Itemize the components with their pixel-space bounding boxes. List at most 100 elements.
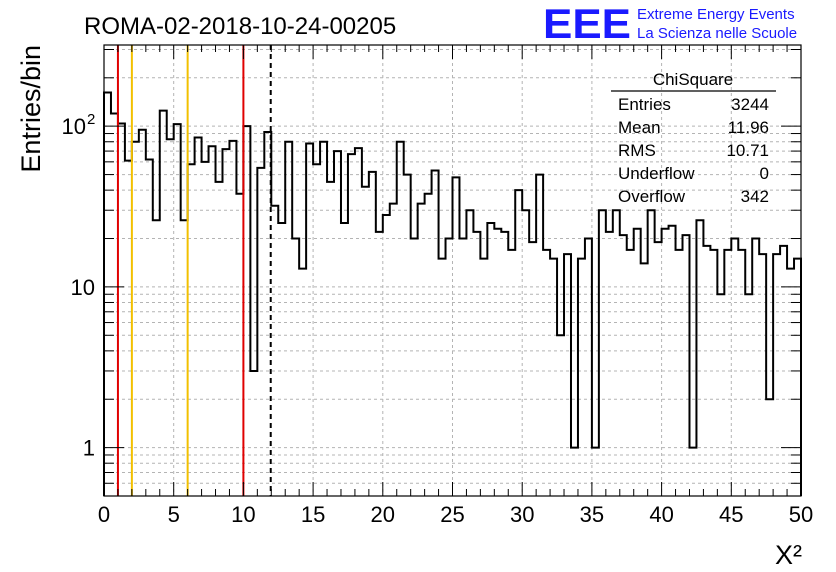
histogram-bin xyxy=(480,259,487,496)
histogram-bin xyxy=(299,269,306,496)
y-tick-label-exponent: 2 xyxy=(87,111,95,128)
histogram-bin xyxy=(599,210,606,496)
stats-value-entries: 3244 xyxy=(731,95,769,114)
histogram-bin xyxy=(466,210,473,496)
x-tick-label: 15 xyxy=(301,502,325,527)
histogram-bin xyxy=(125,161,132,496)
histogram-bin xyxy=(369,172,376,496)
x-tick-label: 0 xyxy=(98,502,110,527)
x-tick-label: 30 xyxy=(510,502,534,527)
histogram-bin xyxy=(271,206,278,496)
histogram-bin xyxy=(181,220,188,496)
x-tick-label: 10 xyxy=(231,502,255,527)
histogram-bin xyxy=(243,126,250,496)
histogram-bin xyxy=(278,223,285,496)
histogram-bin xyxy=(446,239,453,496)
histogram-bin xyxy=(710,250,717,496)
histogram-bin xyxy=(689,448,696,496)
histogram-bin xyxy=(515,190,522,496)
histogram-bin xyxy=(543,250,550,496)
histogram-bin xyxy=(188,164,195,496)
histogram-bin xyxy=(404,175,411,496)
histogram-bin xyxy=(683,235,690,496)
histogram-bin xyxy=(167,139,174,496)
histogram-bin xyxy=(501,232,508,496)
histogram-bin xyxy=(285,142,292,496)
histogram-bin xyxy=(139,130,146,496)
eee-logo: EEE Extreme Energy Events La Scienza nel… xyxy=(543,0,797,47)
histogram-bin xyxy=(508,250,515,496)
histogram-bin xyxy=(362,187,369,496)
histogram-bin xyxy=(648,210,655,496)
histogram-bin xyxy=(773,254,780,496)
y-tick-label-base: 10 xyxy=(62,114,86,139)
histogram-bin xyxy=(641,263,648,496)
histogram-bin xyxy=(439,259,446,496)
histogram-bin xyxy=(229,141,236,496)
stats-label-rms: RMS xyxy=(618,141,656,160)
histogram-bin xyxy=(676,250,683,496)
histogram-bin xyxy=(383,215,390,496)
histogram-bin xyxy=(752,239,759,496)
histogram-bin xyxy=(738,250,745,496)
histogram-bin xyxy=(620,235,627,496)
histogram-bin xyxy=(250,371,257,496)
histogram-bin xyxy=(578,259,585,496)
histogram-outline xyxy=(103,91,802,496)
histogram-bin xyxy=(459,239,466,496)
stats-value-overflow: 342 xyxy=(741,187,769,206)
histogram-bin xyxy=(216,182,223,496)
stats-label-underflow: Underflow xyxy=(618,164,695,183)
logo-line-2: La Scienza nelle Scuole xyxy=(637,25,797,42)
histogram-bin xyxy=(759,254,766,496)
histogram-bin xyxy=(355,148,362,496)
histogram-bin xyxy=(627,250,634,496)
histogram-bin xyxy=(634,229,641,496)
histogram-bin xyxy=(780,246,787,496)
histogram-bin xyxy=(564,254,571,496)
histogram-bin xyxy=(550,259,557,496)
histogram-bin xyxy=(257,168,264,496)
stats-label-mean: Mean xyxy=(618,118,661,137)
stats-value-rms: 10.71 xyxy=(726,141,769,160)
histogram-bin xyxy=(376,232,383,496)
histogram-bin xyxy=(195,138,202,496)
y-axis-label: Entries/bin xyxy=(16,45,46,173)
histogram-bin xyxy=(585,239,592,496)
histogram-bin xyxy=(473,232,480,496)
stats-value-underflow: 0 xyxy=(760,164,769,183)
histogram-bin xyxy=(209,146,216,496)
histogram-bin xyxy=(703,246,710,496)
histogram-bin xyxy=(153,220,160,496)
histogram-bin xyxy=(522,210,529,496)
histogram-bin xyxy=(696,220,703,496)
histogram-bin xyxy=(613,210,620,496)
histogram-bin xyxy=(390,204,397,496)
histogram-bin xyxy=(432,170,439,496)
histogram-bin xyxy=(160,111,167,496)
histogram-bin xyxy=(397,142,404,496)
histogram-bin xyxy=(662,229,669,496)
eee-logo-mark: EEE xyxy=(543,0,631,47)
histogram-bin xyxy=(494,229,501,496)
histogram-bin xyxy=(745,294,752,496)
histogram-bin xyxy=(222,149,229,496)
x-tick-label: 45 xyxy=(719,502,743,527)
logo-line-1: Extreme Energy Events xyxy=(637,6,795,23)
histogram-bin xyxy=(348,154,355,496)
histogram-bin xyxy=(411,239,418,496)
histogram-bin xyxy=(487,223,494,496)
histogram-bin xyxy=(313,164,320,496)
histogram-bin xyxy=(453,177,460,496)
histogram-bin xyxy=(327,182,334,496)
histogram-bin xyxy=(606,232,613,496)
histogram-bin xyxy=(418,204,425,496)
histogram-bin xyxy=(766,399,773,496)
histogram-bin xyxy=(592,448,599,496)
histogram-bin xyxy=(669,226,676,496)
histogram-bin xyxy=(536,175,543,496)
histogram-bin xyxy=(236,194,243,496)
histogram-bin xyxy=(557,335,564,496)
histogram-bin xyxy=(146,160,153,496)
